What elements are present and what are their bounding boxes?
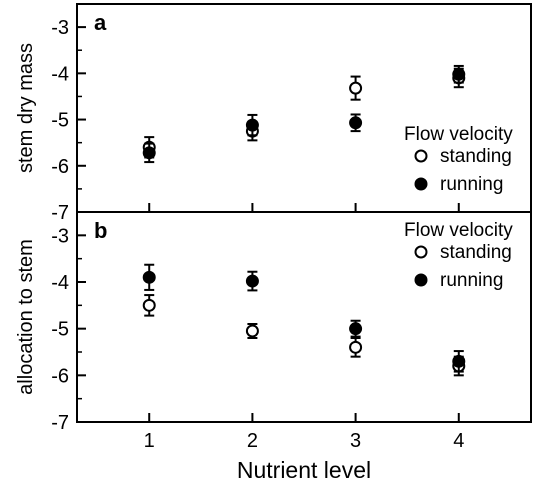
data-point-standing	[245, 324, 259, 338]
legend-marker-standing	[414, 149, 428, 163]
legend-marker-standing	[414, 245, 428, 259]
data-point-running	[349, 322, 363, 336]
data-point-running	[142, 270, 156, 284]
data-point-running	[245, 274, 259, 288]
x-tick-label: 4	[453, 430, 464, 452]
panel-letter: a	[94, 10, 107, 35]
legend-label: running	[440, 174, 503, 195]
y-tick-label: -5	[51, 110, 69, 132]
legend-title: Flow velocity	[404, 220, 513, 241]
y-axis-title: allocation to stem	[15, 239, 37, 395]
y-tick-label: -3	[51, 225, 69, 247]
data-point-running	[245, 118, 259, 132]
legend-label: standing	[440, 146, 512, 167]
legend-label: running	[440, 270, 503, 291]
y-tick-label: -7	[51, 202, 69, 224]
y-tick-label: -4	[51, 272, 69, 294]
plot-frame	[76, 211, 532, 423]
data-point-running	[142, 146, 156, 160]
y-tick-label: -3	[51, 17, 69, 39]
y-tick-label: -4	[51, 63, 69, 85]
legend-marker-running	[414, 177, 428, 191]
legend-title: Flow velocity	[404, 124, 513, 145]
x-tick-label: 3	[350, 430, 361, 452]
data-point-running	[349, 116, 363, 130]
legend-marker-running	[414, 273, 428, 287]
panel-a: -3 -4 -5 -6 -7 stem dry mass a Flow velocitysta…	[15, 3, 532, 224]
data-point-standing	[142, 298, 156, 312]
data-point-standing	[349, 81, 363, 95]
y-tick-label: -6	[51, 156, 69, 178]
data-point-running	[452, 354, 466, 368]
y-axis-title: stem dry mass	[15, 43, 37, 173]
panel-letter: b	[94, 218, 107, 243]
y-tick-label: -7	[51, 412, 69, 434]
panel-b: -3 -4 -5 -6 -7 1 2 3 4 allocation to stem b Flow ve…	[15, 211, 532, 452]
legend-label: standing	[440, 242, 512, 263]
x-tick-label: 1	[144, 430, 155, 452]
data-point-running	[452, 67, 466, 81]
y-tick-label: -5	[51, 319, 69, 341]
y-tick-label: -6	[51, 365, 69, 387]
x-axis-title: Nutrient level	[237, 457, 371, 483]
x-tick-label: 2	[247, 430, 258, 452]
data-point-standing	[349, 340, 363, 354]
